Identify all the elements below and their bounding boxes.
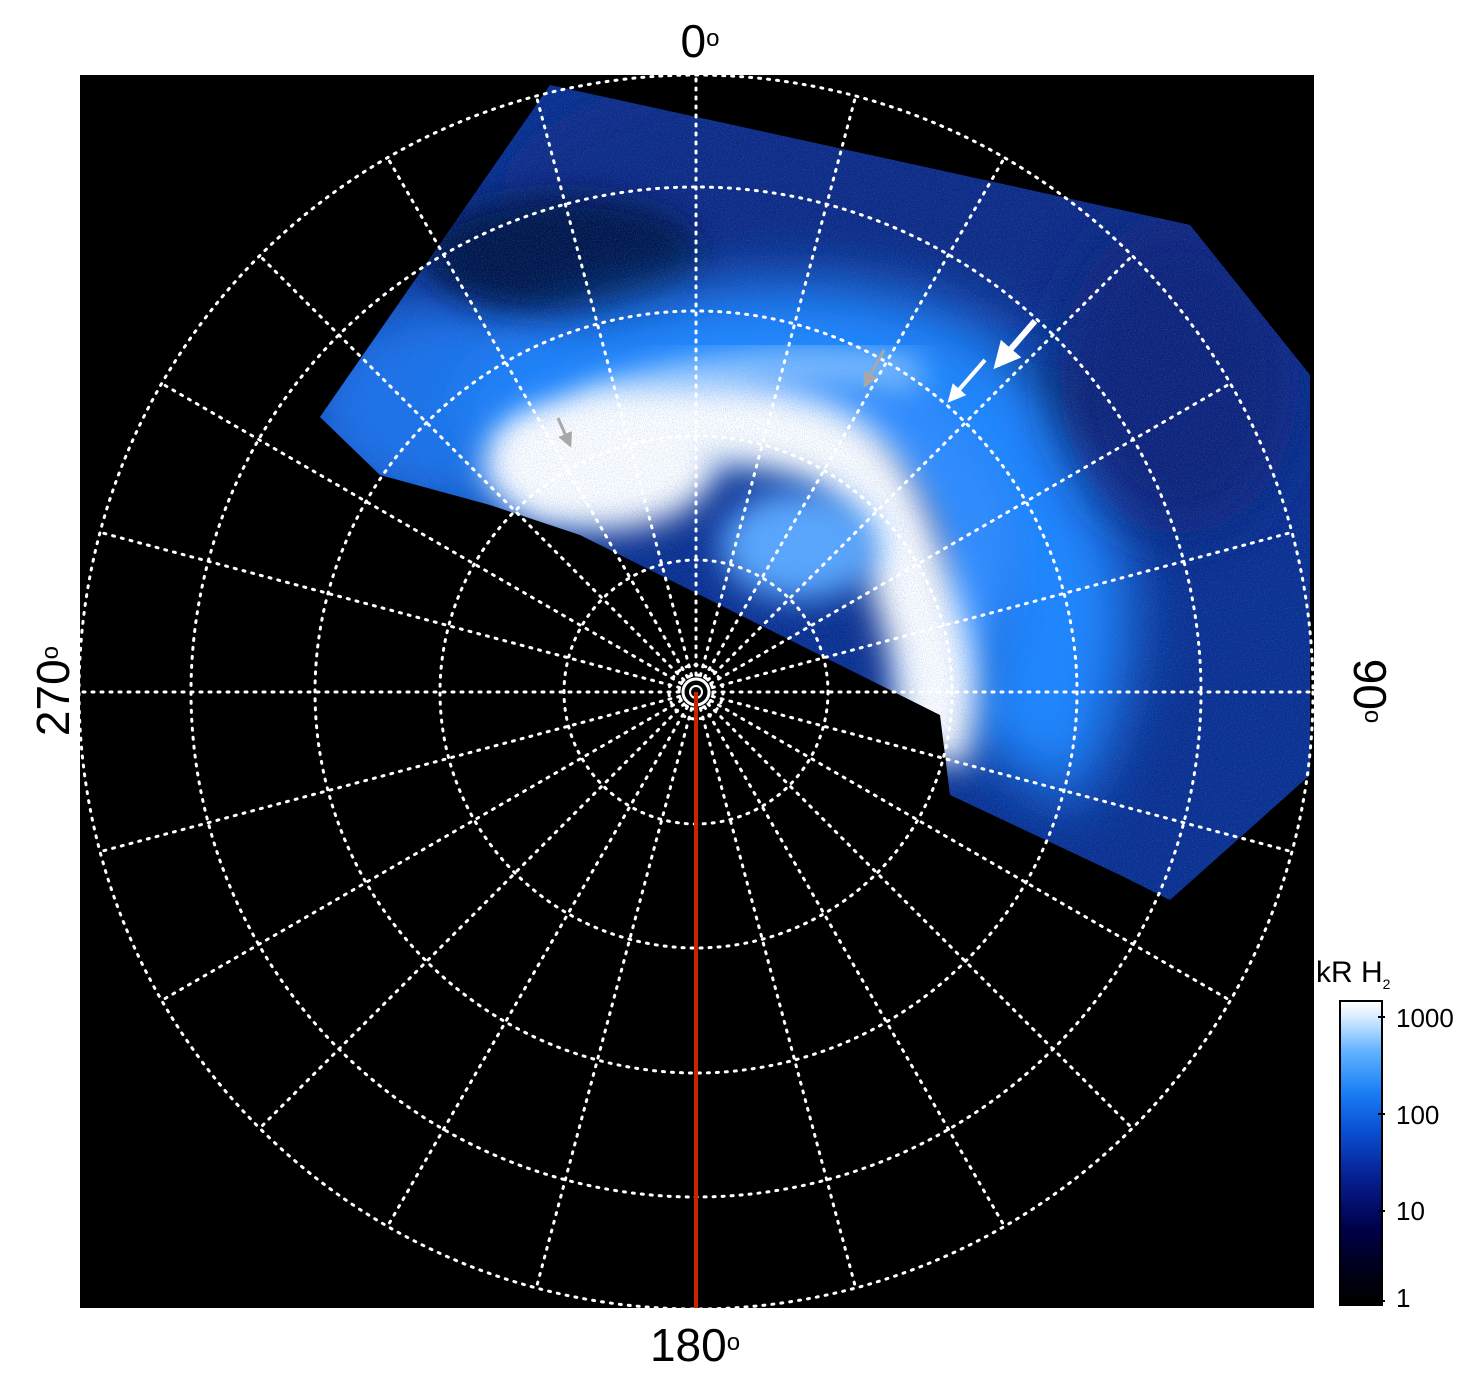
grid-meridian [98,694,682,854]
colorbar-tick-mark [1378,1210,1385,1212]
grid-meridian [98,530,682,690]
grid-meridian [698,706,858,1290]
colorbar-title: kR H2 [1316,956,1391,992]
grid-meridian [709,382,1232,685]
grid-meridian [534,706,694,1290]
auroral-polar-image [80,75,1314,1308]
white-arrow-icon [947,358,987,403]
colorbar-tick-1000: 1000 [1396,1003,1454,1033]
grid-meridian [534,94,694,678]
colorbar-tick-100: 100 [1396,1100,1440,1130]
grid-circle [313,309,1079,1075]
white-arrow-icon [993,319,1038,370]
gray-arrow-icon [556,417,572,448]
grid-meridian [706,254,1134,682]
aurora-emission-region [320,85,1310,900]
grid-meridian [710,694,1294,854]
polar-projection-panel [80,75,1314,1308]
grid-meridian [160,699,683,1002]
grid-meridian [386,156,689,679]
label-180-degrees: 180o [649,1319,741,1371]
colorbar [1339,1000,1383,1306]
grid-meridian [386,705,689,1228]
colorbar-tick-mark [1378,1016,1385,1018]
colorbar-tick-mark [1378,1113,1385,1115]
label-0-degrees: 0o [680,15,720,67]
label-270-degrees: 270o [27,645,79,737]
grid-meridian [709,699,1232,1002]
label-90-degrees: 90o [1344,658,1396,724]
gray-arrow-icon [863,349,886,388]
grid-circle [438,434,954,950]
grid-meridian [703,705,1006,1228]
grid-meridian [160,382,683,685]
colorbar-tick-mark [1378,1300,1385,1302]
grid-meridian [698,94,858,678]
grid-meridian [703,156,1006,679]
grid-meridian [258,702,686,1130]
colorbar-tick-10: 10 [1396,1196,1425,1226]
grid-meridian [706,702,1134,1130]
colorbar-tick-1: 1 [1396,1283,1411,1313]
grid-meridian [710,530,1294,690]
grid-meridian [258,254,686,682]
grid-circle [80,75,1314,1308]
